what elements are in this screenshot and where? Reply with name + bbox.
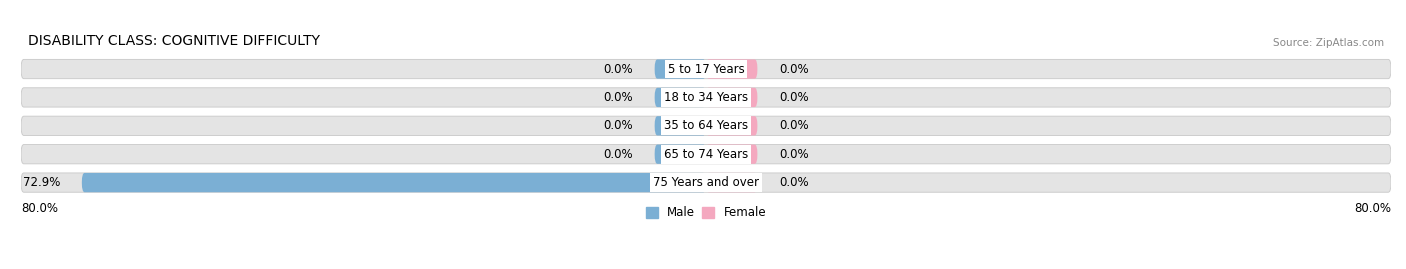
- Text: 72.9%: 72.9%: [22, 176, 60, 189]
- FancyBboxPatch shape: [21, 59, 1391, 79]
- Text: 0.0%: 0.0%: [603, 119, 633, 132]
- Text: 0.0%: 0.0%: [779, 148, 808, 161]
- Text: 0.0%: 0.0%: [779, 176, 808, 189]
- Text: 35 to 64 Years: 35 to 64 Years: [664, 119, 748, 132]
- FancyBboxPatch shape: [706, 144, 758, 164]
- Text: 0.0%: 0.0%: [603, 148, 633, 161]
- Text: DISABILITY CLASS: COGNITIVE DIFFICULTY: DISABILITY CLASS: COGNITIVE DIFFICULTY: [28, 34, 321, 48]
- FancyBboxPatch shape: [21, 144, 1391, 164]
- FancyBboxPatch shape: [655, 59, 706, 79]
- FancyBboxPatch shape: [21, 173, 1391, 192]
- Text: 0.0%: 0.0%: [603, 91, 633, 104]
- Text: Source: ZipAtlas.com: Source: ZipAtlas.com: [1272, 38, 1384, 48]
- FancyBboxPatch shape: [706, 173, 758, 192]
- Text: 5 to 17 Years: 5 to 17 Years: [668, 62, 744, 76]
- FancyBboxPatch shape: [706, 88, 758, 107]
- FancyBboxPatch shape: [21, 116, 1391, 136]
- Text: 65 to 74 Years: 65 to 74 Years: [664, 148, 748, 161]
- FancyBboxPatch shape: [706, 59, 758, 79]
- FancyBboxPatch shape: [21, 88, 1391, 107]
- Text: 0.0%: 0.0%: [603, 62, 633, 76]
- Text: 75 Years and over: 75 Years and over: [652, 176, 759, 189]
- Text: 0.0%: 0.0%: [779, 62, 808, 76]
- FancyBboxPatch shape: [655, 144, 706, 164]
- FancyBboxPatch shape: [706, 116, 758, 136]
- Legend: Male, Female: Male, Female: [641, 202, 770, 224]
- Text: 80.0%: 80.0%: [21, 202, 58, 215]
- Text: 80.0%: 80.0%: [1354, 202, 1391, 215]
- Text: 18 to 34 Years: 18 to 34 Years: [664, 91, 748, 104]
- FancyBboxPatch shape: [655, 88, 706, 107]
- Text: 0.0%: 0.0%: [779, 119, 808, 132]
- FancyBboxPatch shape: [655, 116, 706, 136]
- FancyBboxPatch shape: [82, 173, 706, 192]
- Text: 0.0%: 0.0%: [779, 91, 808, 104]
